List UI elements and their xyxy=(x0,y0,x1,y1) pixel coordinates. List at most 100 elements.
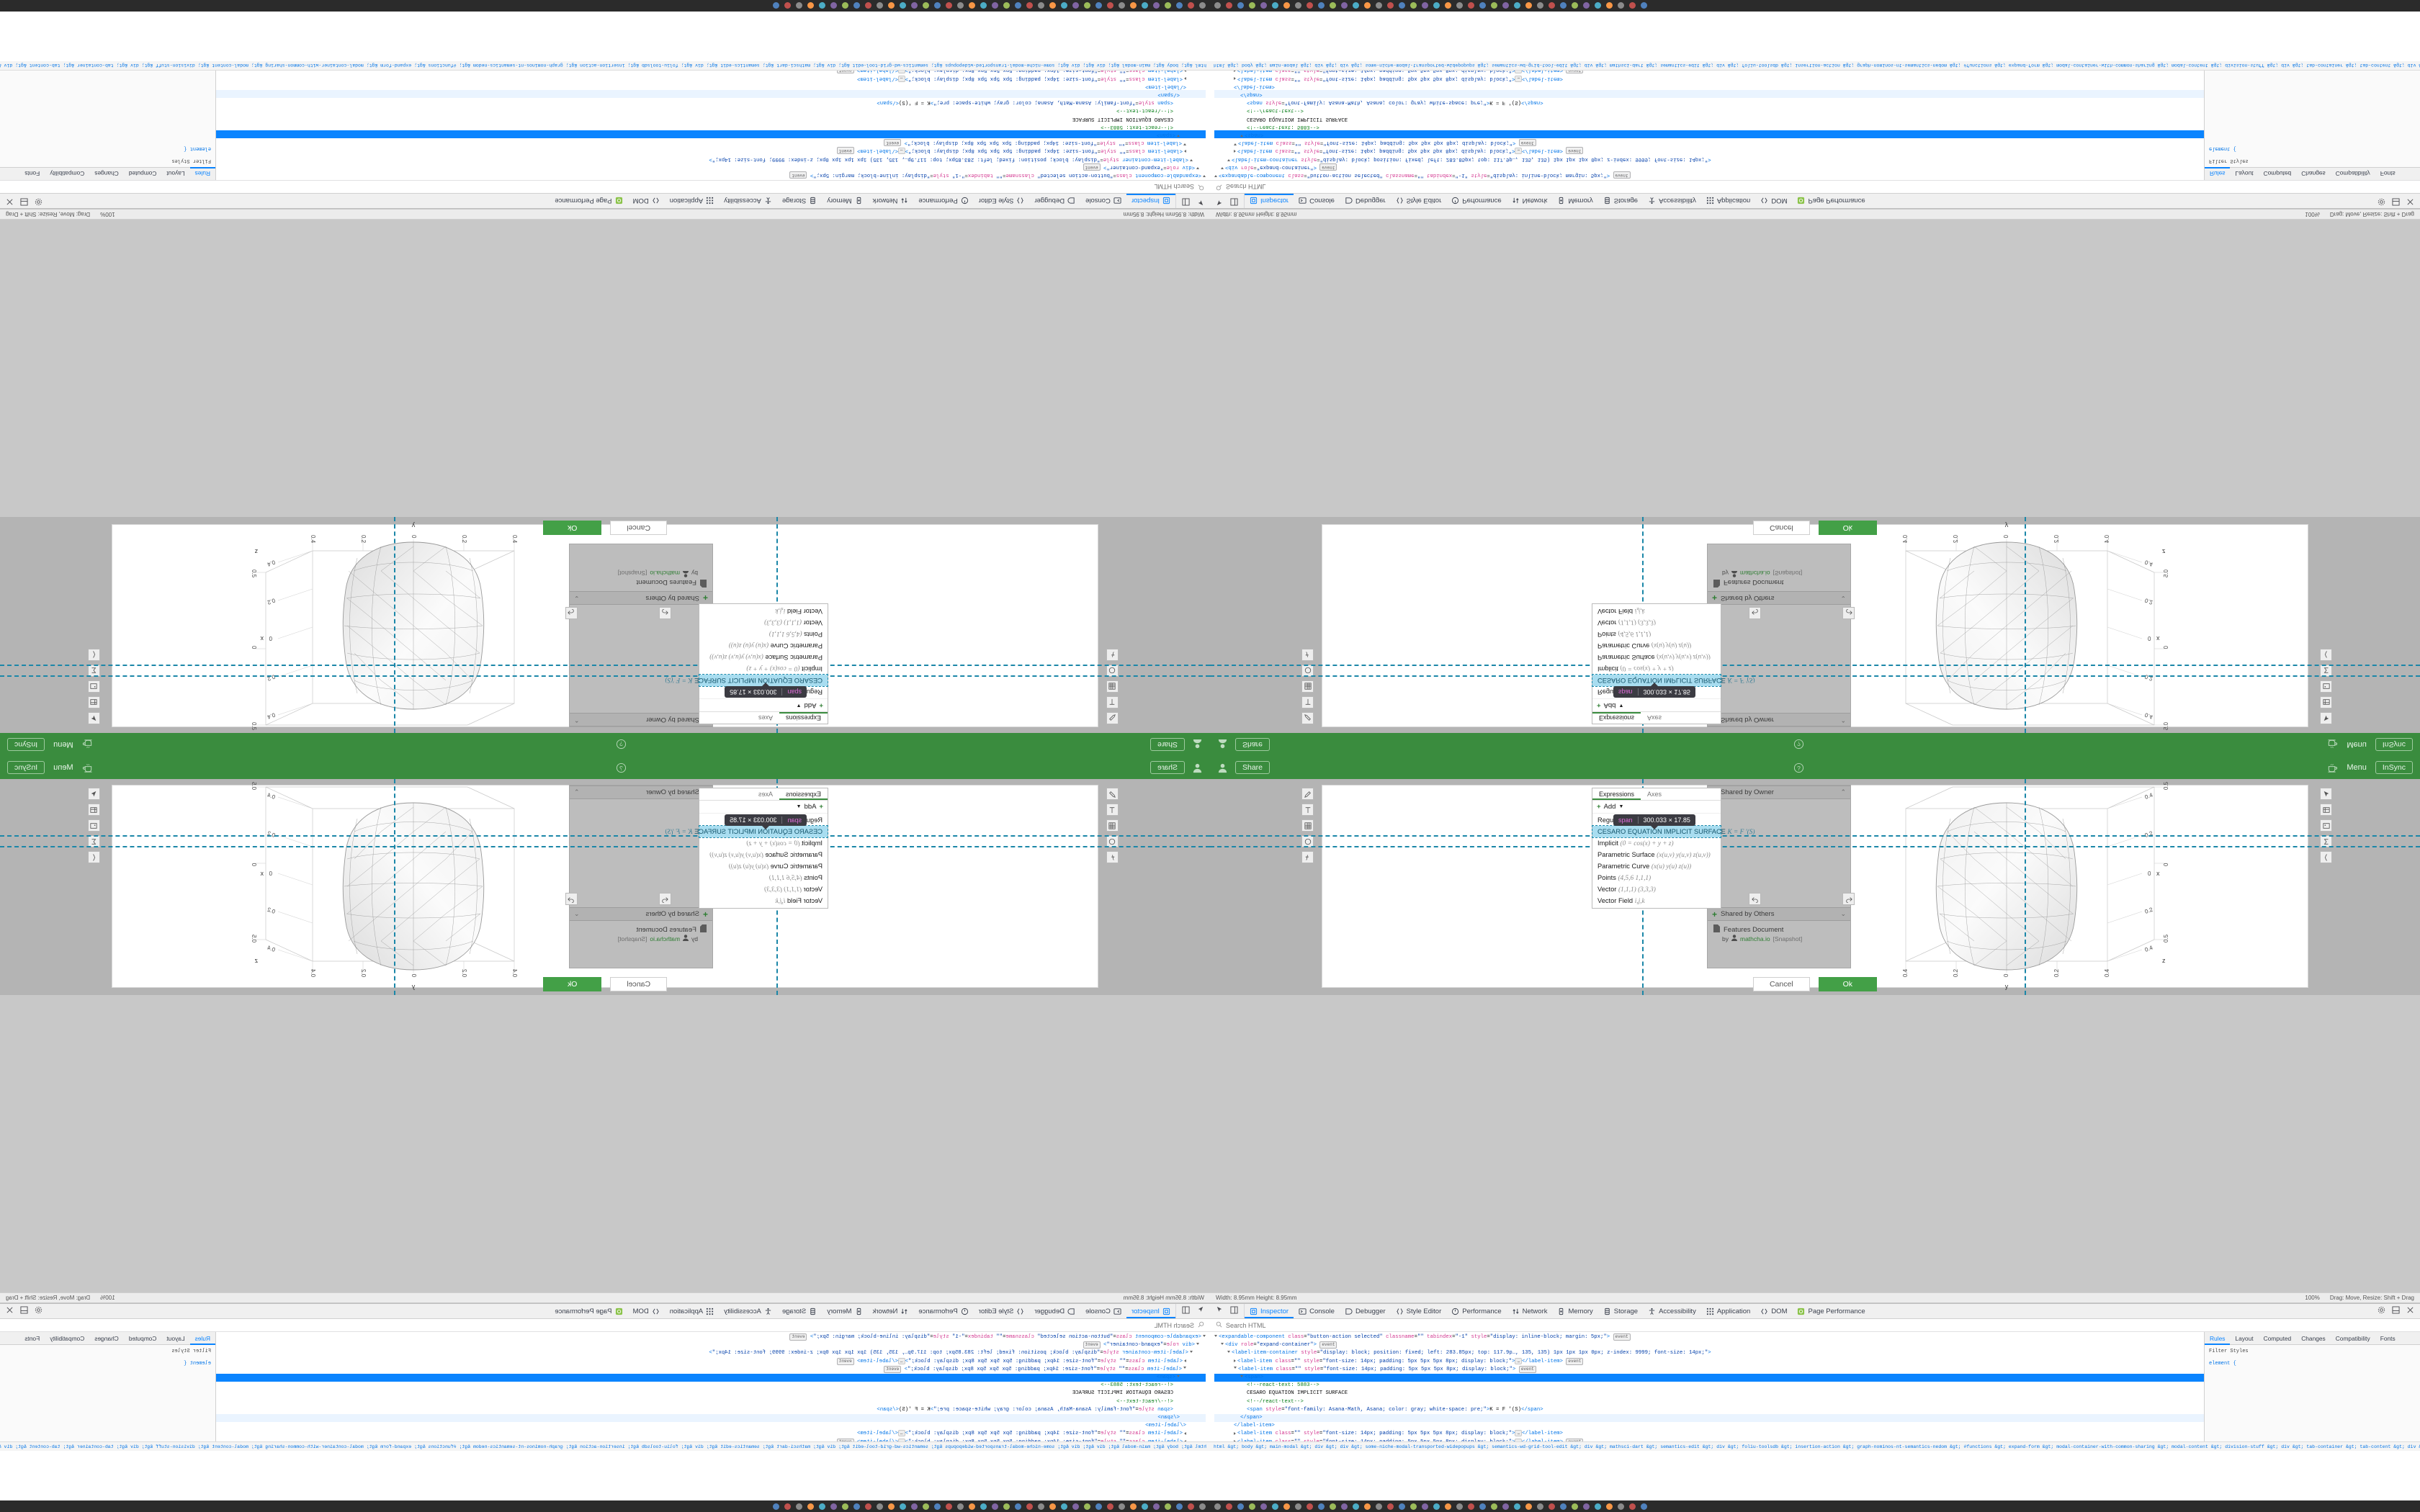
markup-line[interactable]: <span style="font-family: Asana-Math, As… xyxy=(1247,1406,1543,1413)
share-button[interactable]: Share xyxy=(1150,738,1185,751)
image-icon[interactable] xyxy=(88,680,100,693)
function-icon[interactable] xyxy=(1301,649,1314,661)
markup-line[interactable]: <label-item-container style="display: bl… xyxy=(1214,154,2204,162)
chevron-up-icon[interactable]: ⌃ xyxy=(1840,788,1846,796)
expression-type-dropdown[interactable]: Expressions Axes + Add ▼ Regular (z = f(… xyxy=(666,788,828,909)
devtools-tab-console[interactable]: Console xyxy=(1294,194,1340,208)
taskbar-app-icon[interactable] xyxy=(1119,1503,1125,1510)
ok-button[interactable]: Ok xyxy=(1818,521,1878,535)
markup-line[interactable]: </label-item> xyxy=(1145,1423,1186,1429)
user-avatar-icon[interactable] xyxy=(1192,739,1203,750)
taskbar-app-icon[interactable] xyxy=(1410,1503,1417,1510)
shared-doc-item[interactable]: Features Document by mathcha.io [Snapsho… xyxy=(570,921,712,946)
chevron-down-icon-2[interactable]: ⌄ xyxy=(1840,595,1846,602)
settings-gear-icon[interactable] xyxy=(2378,196,2385,206)
chevron-down-icon-2[interactable]: ⌄ xyxy=(574,910,580,917)
taskbar-app-icon[interactable] xyxy=(877,2,883,9)
shared-doc-item[interactable]: Features Document by mathcha.io [Snapsho… xyxy=(1708,921,1850,946)
markup-line[interactable]: <label-item class="" style="font-size: 1… xyxy=(216,71,1206,74)
taskbar-app-icon[interactable] xyxy=(1537,1503,1543,1510)
taskbar-app-icon[interactable] xyxy=(1188,2,1194,9)
sidebar-tab-fonts[interactable]: Fonts xyxy=(24,1334,40,1342)
dock-icon[interactable] xyxy=(2392,196,2400,206)
function-icon[interactable] xyxy=(1106,851,1119,863)
taskbar-app-icon[interactable] xyxy=(1514,2,1520,9)
taskbar-app-icon[interactable] xyxy=(1376,2,1382,9)
expression-type-item[interactable]: Parametric Surface (x(u,v) y(u,v) z(u,v)… xyxy=(1592,652,1721,663)
share-button[interactable]: Share xyxy=(1235,761,1270,774)
user-avatar-icon[interactable] xyxy=(1217,762,1228,773)
add-other-doc-icon[interactable]: + xyxy=(1712,909,1718,919)
responsive-mode-icon[interactable] xyxy=(1230,1306,1238,1316)
insync-button[interactable]: InSync xyxy=(2375,738,2413,751)
devtools-tab-memory[interactable]: Memory xyxy=(822,194,867,208)
taskbar-app-icon[interactable] xyxy=(992,2,998,9)
tab-expressions[interactable]: Expressions xyxy=(779,788,828,800)
ok-button[interactable]: Ok xyxy=(542,521,602,535)
expression-type-item[interactable]: Implicit (0 = cos(x) + y + z) xyxy=(699,837,828,849)
taskbar-app-icon[interactable] xyxy=(1618,2,1624,9)
expression-type-item[interactable]: Implicit (0 = cos(x) + y + z) xyxy=(1592,837,1721,849)
shape-icon[interactable] xyxy=(1106,835,1119,847)
share-button[interactable]: Share xyxy=(1235,738,1270,751)
devtools-tab-application[interactable]: Application xyxy=(665,1304,719,1318)
taskbar-app-icon[interactable] xyxy=(1537,2,1543,9)
markup-line[interactable]: <expandable-component class="button-acti… xyxy=(1214,171,2204,179)
taskbar-app-icon[interactable] xyxy=(1272,2,1278,9)
taskbar-app-icon[interactable] xyxy=(819,1503,825,1510)
breadcrumb[interactable]: html &gt; body &gt; main-modal &gt; div … xyxy=(1210,61,2420,71)
taskbar-app-icon[interactable] xyxy=(1445,1503,1451,1510)
taskbar-app-icon[interactable] xyxy=(807,1503,814,1510)
grid-icon[interactable] xyxy=(1301,819,1314,832)
taskbar-app-icon[interactable] xyxy=(1072,1503,1079,1510)
os-taskbar[interactable] xyxy=(1210,1500,2420,1512)
devtools-tab-dom[interactable]: DOM xyxy=(1755,194,1792,208)
taskbar-app-icon[interactable] xyxy=(1491,1503,1497,1510)
devtools-tab-page-performance[interactable]: Page Performance xyxy=(550,1304,627,1318)
user-avatar-icon[interactable] xyxy=(1217,739,1228,750)
undo-icon[interactable] xyxy=(1749,893,1761,905)
help-icon[interactable]: ? xyxy=(1793,739,1804,750)
expression-type-item[interactable]: Implicit (0 = cos(x) + y + z) xyxy=(1592,663,1721,675)
markup-line[interactable]: <span> xyxy=(1214,130,2204,138)
cancel-button[interactable]: Cancel xyxy=(1752,977,1810,991)
sidebar-tab-changes[interactable]: Changes xyxy=(2301,170,2326,178)
shared-doc-author[interactable]: mathcha.io xyxy=(650,935,681,942)
cursor-icon[interactable] xyxy=(88,712,100,724)
shared-by-owner-section[interactable]: + Shared by Owner ⌃ xyxy=(1708,713,1850,726)
taskbar-app-icon[interactable] xyxy=(1456,1503,1463,1510)
taskbar-app-icon[interactable] xyxy=(1341,1503,1348,1510)
sidebar-tab-computed[interactable]: Computed xyxy=(128,170,157,178)
taskbar-app-icon[interactable] xyxy=(830,2,837,9)
taskbar-app-icon[interactable] xyxy=(1072,2,1079,9)
chevron-up-icon[interactable]: ⌃ xyxy=(574,716,580,724)
taskbar-app-icon[interactable] xyxy=(796,1503,802,1510)
markup-line[interactable]: <label-item class="" style="font-size: 1… xyxy=(216,146,1206,155)
close-icon[interactable] xyxy=(6,1306,14,1316)
markup-line[interactable]: <label-item-container style="display: bl… xyxy=(1214,1349,2204,1357)
markup-line[interactable]: <label-item class="" style="font-size: 1… xyxy=(216,1430,1206,1438)
markup-line[interactable]: <!--react-text: 5883--> xyxy=(1101,123,1173,130)
taskbar-app-icon[interactable] xyxy=(1502,2,1509,9)
sidebar-tab-fonts[interactable]: Fonts xyxy=(2380,1334,2396,1342)
os-taskbar[interactable] xyxy=(0,0,1210,12)
settings-gear-icon[interactable] xyxy=(2378,1306,2385,1316)
taskbar-app-icon[interactable] xyxy=(1272,1503,1278,1510)
markup-line[interactable]: CESARO EQUATION IMPLICIT SURFACE xyxy=(1072,1390,1173,1397)
devtools-tab-accessibility[interactable]: Accessibility xyxy=(719,194,777,208)
taskbar-app-icon[interactable] xyxy=(1399,2,1405,9)
markup-line[interactable]: <label-item class="" style="font-size: 1… xyxy=(1214,1357,2204,1366)
expression-type-item[interactable]: Points (4,5,6 1,1,1) xyxy=(699,629,828,640)
rules-pane[interactable]: Filter Styles element { xyxy=(0,1345,215,1371)
expression-type-item[interactable]: Vector (1,1,1) (3,3,3) xyxy=(1592,883,1721,895)
os-taskbar[interactable] xyxy=(1210,0,2420,12)
coffee-cup-icon[interactable] xyxy=(82,762,93,773)
search-input[interactable] xyxy=(1226,183,1370,191)
expression-type-item[interactable]: Parametric Curve (x(u) y(u) z(u)) xyxy=(1592,640,1721,652)
taskbar-app-icon[interactable] xyxy=(1595,1503,1601,1510)
taskbar-app-icon[interactable] xyxy=(773,2,779,9)
taskbar-app-icon[interactable] xyxy=(923,2,929,9)
add-other-doc-icon[interactable]: + xyxy=(702,593,708,603)
expression-type-dropdown[interactable]: Expressions Axes + Add ▼ Regular (z = f(… xyxy=(1592,788,1755,909)
add-expression-button[interactable]: + Add ▼ xyxy=(699,698,828,711)
